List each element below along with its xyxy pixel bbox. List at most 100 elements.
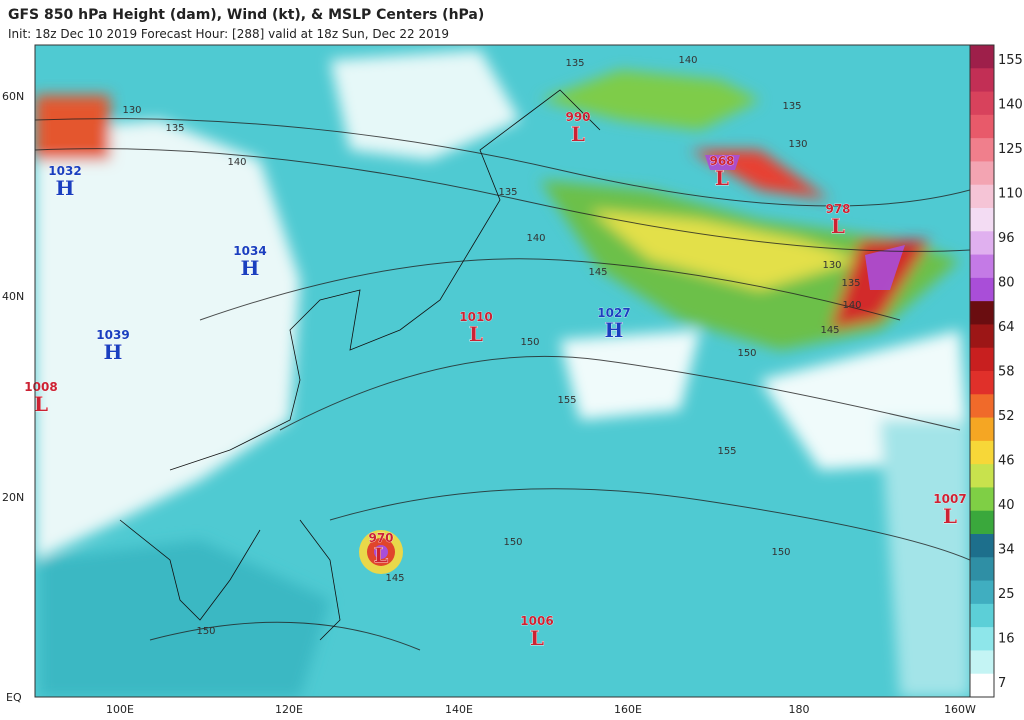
colorbar-segment [970, 650, 994, 675]
colorbar-segment [970, 301, 994, 325]
center-letter: L [374, 543, 388, 567]
contour-label: 135 [782, 101, 801, 112]
lat-labels: 60N 40N 20N EQ [2, 90, 24, 704]
map-shape [329, 488, 970, 561]
colorbar-segment [970, 464, 994, 488]
contour-label: 155 [557, 395, 576, 406]
colorbar-segment [970, 68, 994, 93]
center-value: 1008 [24, 380, 57, 394]
contour-label: 130 [788, 139, 807, 150]
contour-label: 135 [565, 58, 584, 69]
center-value: 1034 [233, 244, 266, 258]
lon-label: 100E [106, 703, 134, 716]
colorbar-segment [970, 254, 994, 279]
contour-label: 150 [196, 626, 215, 637]
colorbar-segment [970, 184, 994, 209]
colorbar-label: 34 [998, 543, 1015, 558]
map-shape [119, 519, 261, 621]
contour-label: 145 [385, 573, 404, 584]
center-letter: H [104, 340, 123, 364]
center-letter: L [943, 504, 957, 528]
colorbar-segment [970, 324, 994, 349]
lon-label: 160W [944, 703, 976, 716]
map-shape [35, 148, 970, 252]
map-shape [40, 540, 330, 697]
center-letter: L [715, 166, 729, 190]
map-shape [35, 120, 300, 560]
center-letter: L [34, 392, 48, 416]
contour-labels: 1301351401351401451501551551501501501451… [122, 55, 861, 637]
lon-label: 160E [614, 703, 642, 716]
contour-label: 145 [820, 325, 839, 336]
center-letter: H [56, 176, 75, 200]
contour-label: 130 [122, 105, 141, 116]
map-shape [279, 355, 961, 431]
colorbar-label: 25 [998, 587, 1015, 602]
colorbar-label: 16 [998, 632, 1015, 647]
colorbar-labels: 155 140 125 110 96 80 64 58 52 46 40 34 25 16 7 [998, 53, 1023, 691]
center-value: 978 [825, 202, 850, 216]
colorbar-segment [970, 394, 994, 419]
subtitle: Init: 18z Dec 10 2019 Forecast Hour: [28… [8, 27, 449, 41]
colorbar-label: 140 [998, 98, 1023, 113]
center-letter: L [530, 626, 544, 650]
lat-label: 20N [2, 491, 24, 504]
center-value: 968 [709, 154, 734, 168]
map-shape [149, 621, 421, 651]
map-shape [865, 245, 905, 290]
colorbar-segment [970, 510, 994, 535]
colorbar-label: 58 [998, 365, 1015, 380]
colorbar-segment [970, 138, 994, 162]
center-value: 1006 [520, 614, 553, 628]
colorbar-segment [970, 417, 994, 442]
map-shape [560, 330, 700, 420]
colorbar-segment [970, 231, 994, 256]
center-value: 990 [565, 110, 590, 124]
map-shape [705, 155, 740, 170]
colorbar-label: 40 [998, 498, 1015, 513]
contour-label: 130 [822, 260, 841, 271]
pressure-centers: 1032H1034H1039H1008L990L968L978L1010L102… [24, 110, 967, 651]
map-shape [590, 210, 860, 290]
center-value: 1032 [48, 164, 81, 178]
colorbar-label: 125 [998, 142, 1023, 157]
contour-label: 140 [227, 157, 246, 168]
colorbar-label: 110 [998, 187, 1023, 202]
colorbar-segment [970, 45, 994, 69]
map-field [35, 45, 970, 697]
lat-label: 40N [2, 290, 24, 303]
colorbar-segment [970, 673, 994, 698]
colorbar-segment [970, 557, 994, 582]
lon-labels: 100E 120E 140E 160E 180 160W [106, 703, 976, 716]
center-letter: L [831, 214, 845, 238]
map-shape [199, 258, 901, 321]
center-value: 1027 [597, 306, 630, 320]
map-shape [299, 519, 341, 641]
map-shape [540, 70, 760, 130]
contour-label: 150 [503, 537, 522, 548]
lat-label: EQ [6, 691, 22, 704]
colorbar-label: 64 [998, 320, 1015, 335]
contour-label: 135 [165, 123, 184, 134]
lon-label: 140E [445, 703, 473, 716]
colorbar-segment [970, 440, 994, 465]
contour-label: 145 [588, 267, 607, 278]
contour-label: 140 [678, 55, 697, 66]
colorbar-label: 46 [998, 454, 1015, 469]
map-shape [35, 95, 110, 160]
contour-label: 140 [526, 233, 545, 244]
colorbar-segment [970, 161, 994, 186]
center-value: 1010 [459, 310, 492, 324]
colorbar-label: 52 [998, 409, 1015, 424]
map-shape [35, 50, 970, 697]
colorbar-segment [970, 347, 994, 372]
lon-label: 120E [275, 703, 303, 716]
center-value: 1039 [96, 328, 129, 342]
center-value: 970 [368, 531, 393, 545]
contour-label: 150 [520, 337, 539, 348]
center-letter: H [605, 318, 624, 342]
center-letter: L [469, 322, 483, 346]
title: GFS 850 hPa Height (dam), Wind (kt), & M… [8, 7, 484, 23]
center-value: 1007 [933, 492, 966, 506]
